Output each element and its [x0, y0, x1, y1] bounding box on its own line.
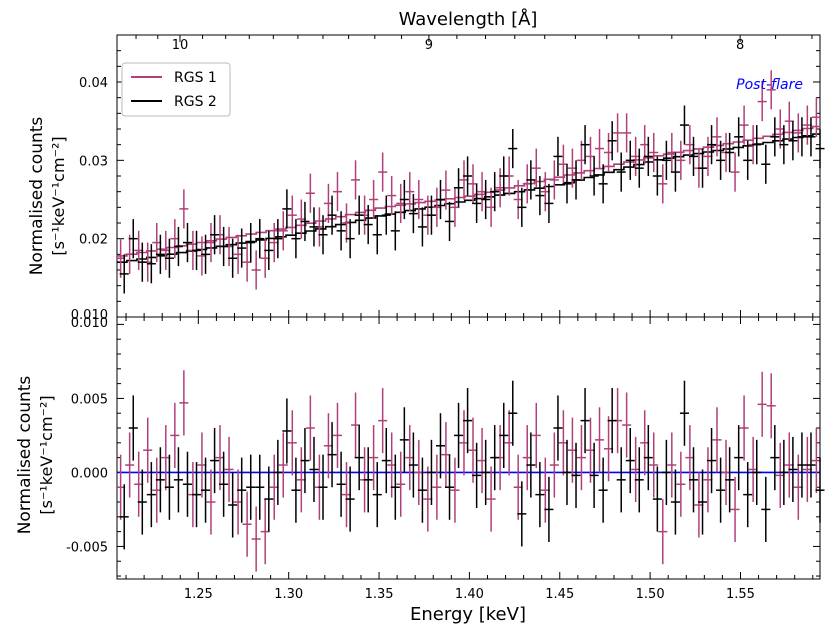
y-tick-label: 0.04 [79, 76, 108, 91]
model-curve [117, 125, 820, 257]
residual-ylabel-line1: Normalised counts [15, 376, 35, 535]
y-tick-label: 0.010 [71, 308, 108, 323]
model-curve [117, 133, 820, 263]
y-tick-label: 0.000 [71, 466, 108, 481]
x-tick-label: 1.30 [274, 587, 303, 602]
y-tick-label: 0.005 [71, 392, 108, 407]
legend-label-rgs1: RGS 1 [174, 70, 217, 86]
residual-ylabel-line2: [s⁻¹keV⁻¹cm⁻²] [37, 395, 56, 514]
y-tick-label: 0.02 [79, 233, 108, 248]
top-tick-label: 9 [425, 38, 433, 53]
data-point-layer [116, 70, 825, 572]
legend: RGS 1 RGS 2 [121, 62, 231, 117]
y-tick-label: -0.005 [66, 540, 108, 555]
x-tick-label: 1.50 [636, 587, 665, 602]
post-flare-annotation: Post-flare [736, 77, 803, 93]
legend-label-rgs2: RGS 2 [174, 94, 217, 110]
x-tick-label: 1.45 [545, 587, 574, 602]
tick-layer [117, 35, 820, 579]
x-axis-label: Energy [keV] [410, 604, 526, 625]
y-tick-label: 0.03 [79, 154, 108, 169]
x-tick-label: 1.55 [726, 587, 755, 602]
x-tick-label: 1.35 [365, 587, 394, 602]
spectrum-ylabel-line1: Normalised counts [27, 117, 47, 276]
residual-panel-frame [116, 316, 821, 580]
model-layer [117, 125, 820, 263]
top-axis-label: Wavelength [Å] [399, 8, 538, 30]
spectrum-ylabel-line2: [s⁻¹keV⁻¹cm⁻²] [49, 136, 68, 255]
x-tick-label: 1.40 [455, 587, 484, 602]
x-tick-label: 1.25 [184, 587, 213, 602]
top-tick-label: 8 [736, 38, 744, 53]
top-tick-label: 10 [172, 38, 189, 53]
y-tick-label: 0.010 [71, 316, 108, 331]
